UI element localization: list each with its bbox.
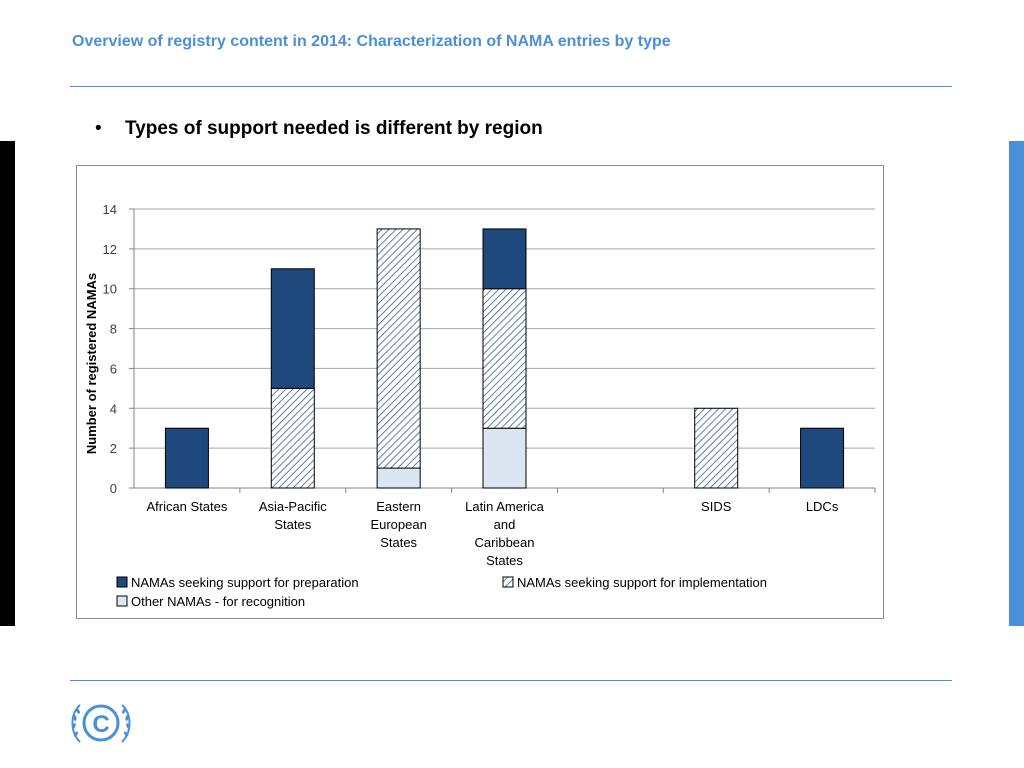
y-tick-label: 8 [110,322,117,337]
bar-implementation [694,407,739,489]
x-tick-label: Latin America [465,499,545,514]
x-tick-label: European [370,517,426,532]
x-tick-label: Caribbean [475,535,535,550]
slide-title: Overview of registry content in 2014: Ch… [72,33,671,50]
bar-recognition [482,427,527,489]
legend-swatch-recognition [116,595,128,607]
x-tick-label: States [380,535,417,550]
x-tick-label: African States [146,499,227,514]
y-axis-label: Number of registered NAMAs [84,273,99,454]
y-tick-label: 6 [110,361,117,376]
stacked-bar-chart: 0 2 4 6 8 10 12 14 Number of registered NAMAs Afr… [84,202,876,609]
x-tick-label: States [486,553,523,568]
bar-implementation [482,288,527,429]
bar-preparation [482,228,527,290]
chart-frame: 0 2 4 6 8 10 12 14 Number of registered NAMAs Afr… [76,165,884,619]
bar-implementation [270,387,315,489]
logo-letter: C [92,711,109,738]
bar-recognition [376,467,421,489]
x-tick-label: LDCs [806,499,839,514]
x-tick-label: States [274,517,311,532]
legend-swatch-implementation [502,576,514,588]
bar-implementation [376,228,421,469]
bar-preparation [800,427,845,489]
right-edge-bar [1009,141,1024,626]
y-tick-label: 2 [110,441,117,456]
y-tick-label: 10 [103,282,117,297]
left-edge-bar [0,141,15,626]
legend-label-recognition: Other NAMAs - for recognition [131,594,305,609]
y-tick-label: 4 [110,401,117,416]
x-tick-label: Asia-Pacific [259,499,327,514]
x-tick-label: and [494,517,516,532]
bullet-text: Types of support needed is different by … [125,118,543,139]
x-tick-label: Eastern [376,499,421,514]
legend-label-preparation: NAMAs seeking support for preparation [131,575,359,590]
legend-swatch-preparation [116,576,128,588]
y-tick-label: 12 [103,242,117,257]
unfccc-logo: C [71,704,131,743]
x-tick-label: SIDS [701,499,732,514]
bullet-marker: • [95,118,102,139]
y-tick-label: 14 [103,202,117,217]
legend-label-implementation: NAMAs seeking support for implementation [517,575,767,590]
bar-preparation [270,268,315,389]
bullet-point: • Types of support needed is different by… [95,118,543,140]
bottom-divider [70,680,952,681]
y-tick-label: 0 [110,481,117,496]
top-divider [70,86,952,87]
bar-preparation [164,427,209,489]
